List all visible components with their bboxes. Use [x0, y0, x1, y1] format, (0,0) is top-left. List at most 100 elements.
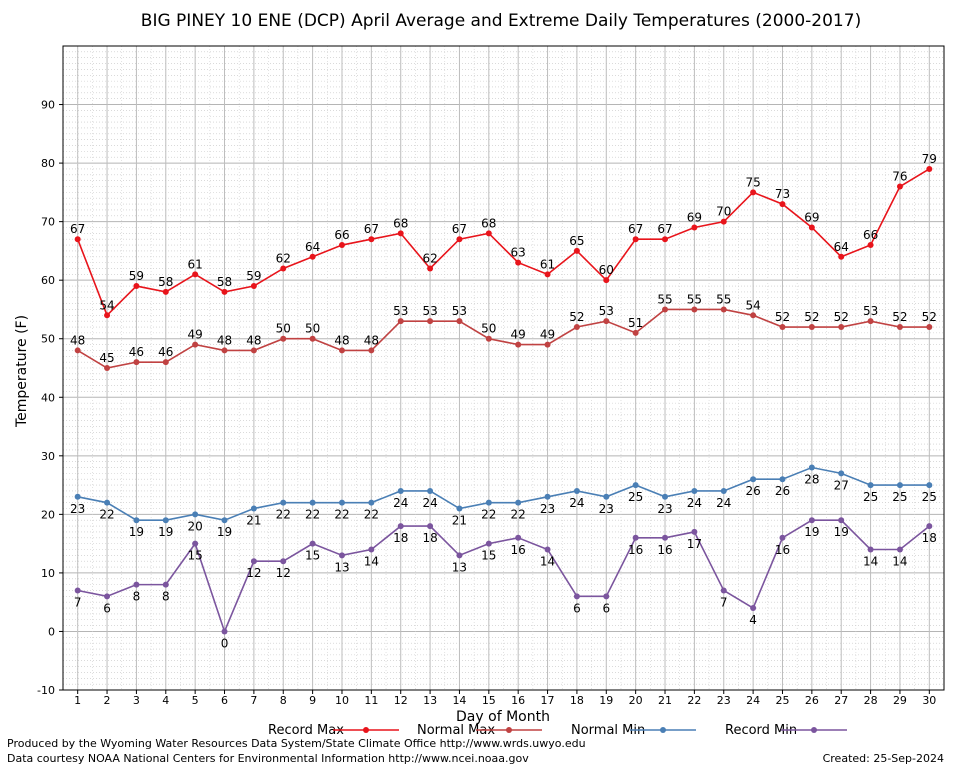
record-max-data-label: 67: [70, 222, 85, 236]
x-tick-label: 16: [511, 694, 525, 707]
legend-label-normal-max: Normal Max: [417, 723, 495, 738]
record-max-data-label: 67: [452, 222, 467, 236]
normal-max-point: [192, 341, 199, 348]
record-min-data-label: 4: [749, 613, 757, 627]
x-tick-label: 26: [805, 694, 819, 707]
normal-min-data-label: 20: [188, 519, 203, 533]
normal-max-data-label: 55: [657, 292, 672, 306]
record-min-data-label: 14: [892, 554, 907, 568]
record-max-data-label: 63: [511, 246, 526, 260]
record-min-point: [662, 534, 669, 541]
normal-min-point: [544, 493, 551, 500]
record-min-data-label: 12: [246, 566, 261, 580]
record-min-point: [808, 517, 815, 524]
record-min-point: [221, 628, 228, 635]
normal-min-point: [750, 476, 757, 483]
record-min-data-label: 7: [720, 595, 728, 609]
y-tick-label: 30: [41, 450, 55, 463]
normal-min-point: [720, 487, 727, 494]
record-min-data-label: 18: [922, 531, 937, 545]
normal-min-data-label: 25: [628, 490, 643, 504]
normal-max-point: [427, 318, 434, 325]
x-tick-label: 4: [162, 694, 169, 707]
normal-min-data-label: 23: [599, 502, 614, 516]
normal-max-data-label: 55: [716, 292, 731, 306]
record-max-point: [104, 312, 111, 319]
record-min-data-label: 13: [452, 560, 467, 574]
record-max-point: [368, 236, 375, 243]
record-min-data-label: 14: [863, 554, 878, 568]
record-min-point: [192, 540, 199, 547]
legend-label-record-min: Record Min: [725, 723, 797, 738]
record-min-data-label: 19: [834, 525, 849, 539]
normal-min-data-label: 22: [276, 508, 291, 522]
normal-max-data-label: 52: [775, 310, 790, 324]
legend-label-normal-min: Normal Min: [571, 723, 645, 738]
record-min-point: [309, 540, 316, 547]
normal-max-point: [867, 318, 874, 325]
normal-max-data-label: 53: [863, 304, 878, 318]
normal-max-point: [896, 324, 903, 331]
record-min-point: [515, 534, 522, 541]
normal-min-point: [867, 482, 874, 489]
normal-min-point: [280, 499, 287, 506]
y-tick-label: 0: [48, 625, 55, 638]
normal-min-data-label: 23: [540, 502, 555, 516]
legend-label-record-max: Record Max: [268, 723, 344, 738]
record-min-data-label: 18: [393, 531, 408, 545]
record-max-point: [867, 242, 874, 249]
normal-max-point: [515, 341, 522, 348]
x-tick-label: 3: [133, 694, 140, 707]
y-tick-label: -10: [37, 684, 55, 697]
normal-max-data-label: 55: [687, 292, 702, 306]
record-max-data-label: 66: [863, 228, 878, 242]
record-max-data-label: 75: [745, 175, 760, 189]
record-max-point: [662, 236, 669, 243]
record-min-data-label: 8: [162, 590, 170, 604]
record-min-point: [133, 581, 140, 588]
y-tick-label: 90: [41, 99, 55, 112]
x-tick-label: 8: [280, 694, 287, 707]
y-tick-label: 80: [41, 157, 55, 170]
record-max-point: [926, 165, 933, 172]
record-min-data-label: 0: [221, 636, 229, 650]
record-min-data-label: 6: [573, 601, 581, 615]
record-min-point: [867, 546, 874, 553]
normal-max-data-label: 53: [599, 304, 614, 318]
normal-min-data-label: 24: [422, 496, 437, 510]
x-tick-label: 23: [717, 694, 731, 707]
record-min-data-label: 15: [188, 549, 203, 563]
record-min-point: [720, 587, 727, 594]
normal-min-data-label: 26: [745, 484, 760, 498]
record-max-point: [74, 236, 81, 243]
normal-max-data-label: 48: [334, 333, 349, 347]
x-tick-label: 28: [864, 694, 878, 707]
normal-max-point: [280, 335, 287, 342]
record-max-line: [76, 168, 930, 317]
record-max-data-label: 70: [716, 205, 731, 219]
x-tick-label: 18: [570, 694, 584, 707]
normal-max-data-label: 51: [628, 316, 643, 330]
record-max-point: [603, 277, 610, 284]
normal-max-point: [720, 306, 727, 313]
x-tick-label: 22: [687, 694, 701, 707]
normal-max-data-label: 46: [129, 345, 144, 359]
x-tick-label: 5: [192, 694, 199, 707]
record-max-data-label: 69: [687, 210, 702, 224]
x-tick-label: 14: [452, 694, 466, 707]
normal-min-point: [427, 487, 434, 494]
record-max-point: [397, 230, 404, 237]
record-min-point: [280, 558, 287, 565]
record-max-data-label: 59: [246, 269, 261, 283]
normal-min-point: [573, 487, 580, 494]
normal-min-data-label: 22: [364, 508, 379, 522]
record-max-data-label: 58: [158, 275, 173, 289]
normal-min-point: [397, 487, 404, 494]
record-max-data-label: 61: [540, 257, 555, 271]
record-max-point: [808, 224, 815, 231]
normal-max-data-label: 52: [922, 310, 937, 324]
record-min-data-label: 6: [602, 601, 610, 615]
record-max-data-label: 64: [305, 240, 320, 254]
y-tick-label: 10: [41, 567, 55, 580]
normal-max-point: [779, 324, 786, 331]
